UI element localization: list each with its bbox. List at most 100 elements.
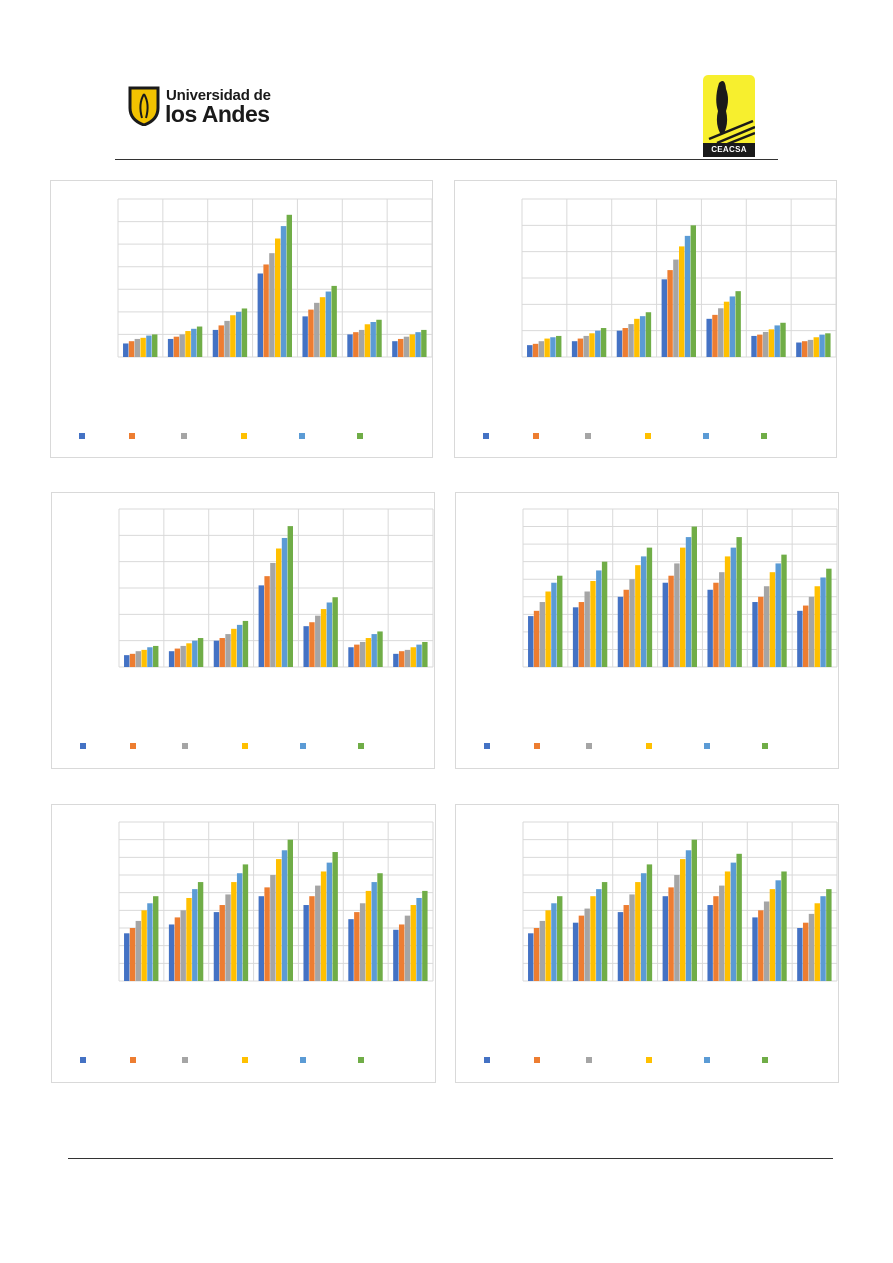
bar-s4-c6	[365, 638, 372, 667]
bar-s1-c3	[212, 329, 219, 357]
chart-panel-3	[51, 492, 435, 769]
bar-s5-c2	[596, 570, 602, 667]
bar-s4-c4	[680, 859, 686, 981]
bar-s5-c1	[146, 335, 152, 357]
bar-s3-c4	[270, 562, 276, 667]
bar-s3-c4	[674, 563, 680, 667]
bar-s2-c7	[802, 605, 809, 667]
legend-marker-5	[300, 1057, 306, 1063]
legend-marker-2	[129, 433, 135, 439]
bar-chart-4	[484, 508, 838, 749]
legend-marker-3	[586, 1057, 592, 1063]
bar-chart-1	[79, 198, 432, 439]
bar-s2-c5	[713, 896, 719, 981]
bar-s1-c7	[393, 929, 399, 981]
bar-s1-c4	[662, 896, 668, 981]
legend-marker-5	[704, 743, 710, 749]
bar-s1-c2	[167, 338, 174, 357]
bar-s1-c6	[752, 917, 758, 981]
legend-marker-2	[130, 1057, 136, 1063]
bar-s1-c1	[124, 933, 130, 981]
bar-s5-c1	[551, 903, 557, 981]
bar-s3-c5	[719, 885, 725, 981]
bar-s6-c6	[377, 873, 383, 981]
bar-s1-c1	[124, 655, 130, 667]
bar-s6-c3	[646, 864, 653, 981]
bar-s1-c7	[797, 928, 803, 981]
bar-s1-c5	[706, 318, 712, 357]
bar-s2-c4	[668, 575, 674, 667]
bar-s2-c2	[174, 648, 181, 667]
bar-s3-c5	[719, 572, 725, 667]
bar-s4-c1	[545, 591, 551, 667]
bar-s4-c1	[545, 910, 551, 981]
bar-s6-c1	[152, 334, 158, 357]
bar-s4-c5	[320, 871, 327, 981]
bar-s2-c4	[263, 264, 269, 357]
bar-s2-c5	[308, 309, 314, 357]
bar-s4-c5	[724, 556, 731, 667]
bar-s4-c1	[141, 910, 147, 981]
bar-s2-c1	[533, 610, 540, 667]
bar-s5-c7	[416, 897, 422, 981]
legend-marker-6	[761, 433, 767, 439]
bar-s3-c1	[135, 920, 142, 981]
bar-s4-c1	[141, 649, 147, 667]
bar-s2-c6	[354, 912, 360, 981]
bar-s2-c3	[623, 905, 629, 981]
bar-s4-c6	[768, 329, 775, 357]
bar-s4-c7	[813, 337, 819, 357]
header-rule	[115, 159, 778, 160]
bar-s5-c3	[639, 316, 646, 357]
bar-s1-c3	[616, 330, 623, 357]
legend-marker-3	[585, 433, 591, 439]
shield-icon	[128, 86, 160, 126]
bar-s4-c7	[409, 334, 415, 357]
bar-s4-c6	[769, 889, 776, 981]
bar-s4-c4	[275, 238, 281, 357]
bar-s4-c1	[544, 338, 550, 357]
legend-marker-1	[80, 743, 86, 749]
bar-s2-c2	[174, 917, 181, 981]
bar-s6-c3	[241, 308, 248, 357]
bar-s1-c4	[257, 273, 263, 357]
bar-s6-c3	[242, 864, 249, 981]
bar-s5-c7	[416, 644, 422, 667]
legend-marker-1	[484, 743, 490, 749]
chart-panel-4	[455, 492, 839, 769]
bar-s4-c6	[769, 572, 776, 667]
bar-s4-c5	[320, 609, 327, 667]
bar-s3-c6	[359, 641, 366, 667]
bar-s2-c7	[398, 651, 405, 667]
bar-s3-c2	[180, 645, 186, 667]
bar-s5-c4	[684, 235, 691, 357]
legend-marker-6	[762, 743, 768, 749]
bar-s4-c5	[723, 301, 730, 357]
bar-s3-c2	[180, 910, 186, 981]
bar-s5-c7	[415, 332, 421, 357]
bar-s6-c4	[286, 214, 292, 357]
bar-s1-c2	[572, 607, 579, 667]
chart-panel-6	[455, 804, 839, 1083]
bar-s1-c5	[707, 905, 713, 981]
bar-s3-c7	[404, 915, 411, 981]
legend-marker-3	[182, 743, 188, 749]
bar-s6-c6	[781, 871, 787, 981]
bar-s4-c1	[140, 337, 146, 357]
bar-s3-c2	[179, 334, 185, 357]
legend-marker-5	[703, 433, 709, 439]
bar-s4-c3	[231, 628, 237, 667]
logo-caption: CEACSA	[711, 145, 747, 154]
bar-s4-c3	[635, 565, 641, 667]
legend-marker-4	[242, 743, 248, 749]
bar-s2-c2	[578, 915, 585, 981]
bar-s2-c7	[398, 924, 405, 981]
bar-s3-c1	[539, 920, 546, 981]
bar-s5-c1	[147, 647, 153, 667]
legend-marker-1	[483, 433, 489, 439]
bar-s1-c3	[617, 912, 624, 981]
bar-s4-c3	[231, 882, 237, 981]
bar-s1-c5	[707, 589, 713, 667]
bar-s3-c1	[538, 341, 545, 357]
bar-s3-c3	[629, 894, 635, 981]
